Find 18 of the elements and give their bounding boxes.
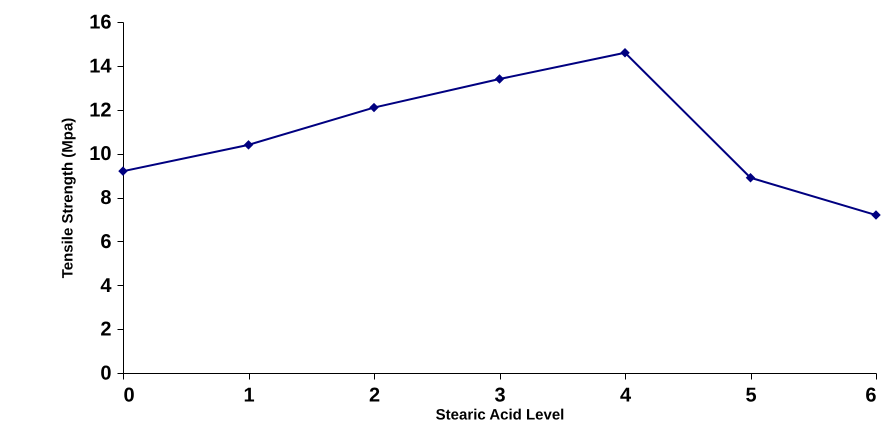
y-tick-label: 14 [89, 55, 112, 78]
y-tick-label: 12 [89, 99, 112, 122]
x-tick-label: 6 [865, 384, 876, 406]
x-tick-label: 5 [745, 384, 757, 406]
y-tick-label: 16 [89, 12, 112, 34]
x-tick-label: 0 [124, 384, 135, 406]
x-tick-label: 1 [243, 384, 255, 406]
x-tick-label: 3 [494, 384, 506, 406]
y-tick-label: 2 [100, 318, 112, 341]
x-axis-title: Stearic Acid Level [436, 406, 564, 424]
x-tick-label: 2 [368, 384, 380, 406]
y-axis-title: Tensile Strength (Mpa) [59, 118, 76, 278]
y-tick-label: 4 [100, 274, 112, 297]
y-tick-label: 0 [100, 362, 112, 384]
y-tick-label: 6 [100, 230, 112, 253]
x-tick-label: 4 [620, 384, 632, 406]
y-tick-label: 8 [100, 187, 112, 209]
y-tick-label: 10 [89, 143, 112, 166]
